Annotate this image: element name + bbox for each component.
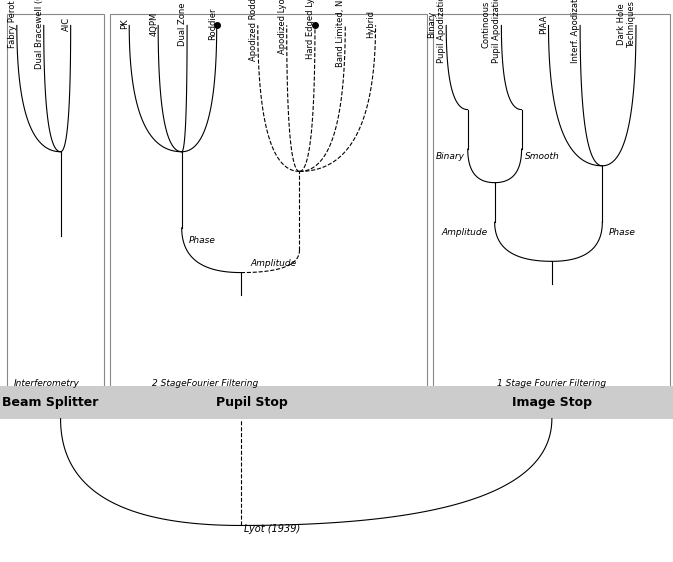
Text: Interf. Apodization: Interf. Apodization [571, 0, 580, 63]
Text: Amplitude: Amplitude [250, 259, 296, 268]
Text: PK: PK [120, 19, 129, 29]
Bar [0, 386, 673, 419]
Text: Lyot (1939): Lyot (1939) [244, 524, 301, 534]
Text: Dark Hole
Techniques: Dark Hole Techniques [616, 1, 636, 48]
Text: 4QPM: 4QPM [149, 12, 158, 37]
Text: Interferometry: Interferometry [14, 379, 80, 388]
Text: Amplitude: Amplitude [441, 228, 488, 237]
Text: Roddier: Roddier [208, 8, 217, 40]
Text: Continoous
Pupil Apodizations: Continoous Pupil Apodizations [482, 0, 501, 63]
Text: AIC: AIC [62, 17, 71, 31]
Text: Fabry Perot: Fabry Perot [8, 1, 17, 48]
Text: Dual Bracewell (OPD): Dual Bracewell (OPD) [35, 0, 44, 70]
Text: Binary: Binary [435, 152, 464, 161]
Text: Hard Edged Lyot: Hard Edged Lyot [306, 0, 315, 59]
Text: Phase: Phase [609, 228, 636, 237]
Text: Beam Splitter: Beam Splitter [2, 396, 99, 409]
Text: Smooth: Smooth [525, 152, 560, 161]
Text: Apodized Lyot: Apodized Lyot [278, 0, 287, 53]
Text: Apodized Roddier: Apodized Roddier [249, 0, 258, 61]
Bar [433, 14, 670, 391]
Text: Phase: Phase [188, 236, 215, 245]
Text: PIAA: PIAA [540, 15, 548, 34]
Bar [7, 14, 104, 391]
Text: 2 StageFourier Filtering: 2 StageFourier Filtering [152, 379, 258, 388]
Text: 1 Stage Fourier Filtering: 1 Stage Fourier Filtering [497, 379, 606, 388]
Text: Image Stop: Image Stop [512, 396, 592, 409]
Text: Dual Zone: Dual Zone [178, 2, 187, 46]
Bar [110, 14, 427, 391]
Text: Pupil Stop: Pupil Stop [217, 396, 288, 409]
Text: Band Limited, Notch: Band Limited, Notch [336, 0, 345, 67]
Text: Binary
Pupil Apodizations: Binary Pupil Apodizations [427, 0, 446, 63]
Text: Hybrid: Hybrid [367, 10, 376, 38]
